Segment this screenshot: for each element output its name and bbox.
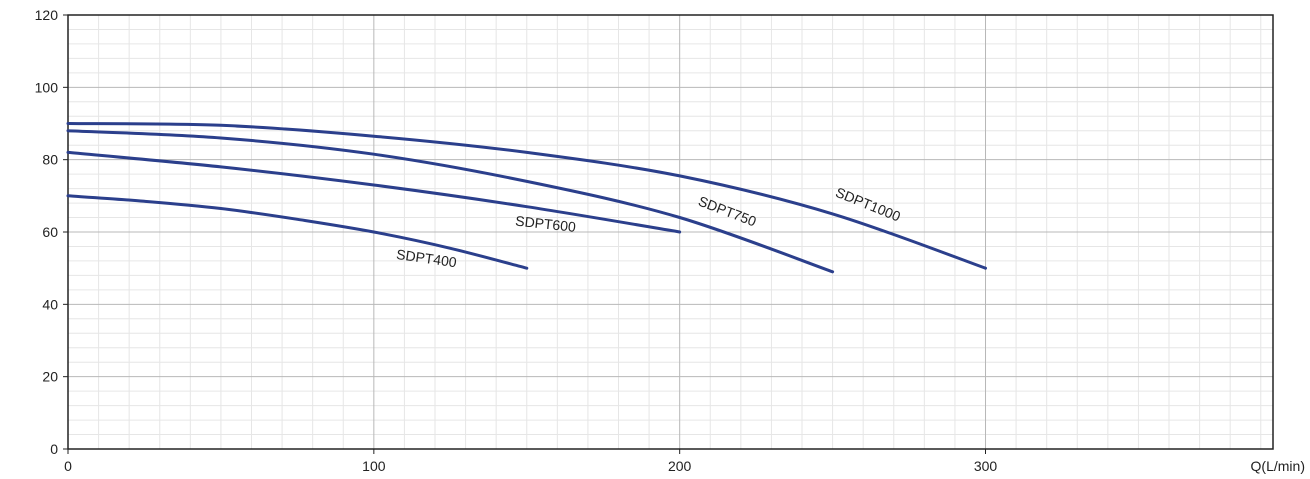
y-tick-label: 80: [42, 152, 58, 168]
series-group: [66, 122, 987, 274]
series-label-sdpt600: SDPT600: [515, 213, 577, 235]
major-grid: [67, 14, 1273, 450]
x-axis-label: Q(L/min): [1251, 458, 1305, 474]
y-tick-label: 120: [35, 7, 59, 23]
x-tick-label: 300: [974, 458, 998, 474]
series-line-sdpt400: [66, 194, 529, 270]
x-tick-label: 0: [64, 458, 72, 474]
y-tick-label: 100: [35, 79, 59, 95]
series-line-sdpt750: [66, 129, 835, 274]
x-tick-label: 100: [362, 458, 386, 474]
series-label-sdpt750: SDPT750: [696, 193, 759, 230]
y-tick-label: 60: [42, 224, 58, 240]
x-axis-ticks: 0 100 200 300: [64, 449, 997, 474]
y-tick-label: 0: [50, 441, 58, 457]
series-line-sdpt600: [66, 150, 682, 234]
x-tick-label: 200: [668, 458, 692, 474]
y-tick-label: 20: [42, 369, 58, 385]
y-tick-label: 40: [42, 296, 58, 312]
series-line-sdpt1000: [66, 122, 987, 270]
y-axis-ticks: 0 20 40 60 80 100 120: [35, 7, 68, 457]
